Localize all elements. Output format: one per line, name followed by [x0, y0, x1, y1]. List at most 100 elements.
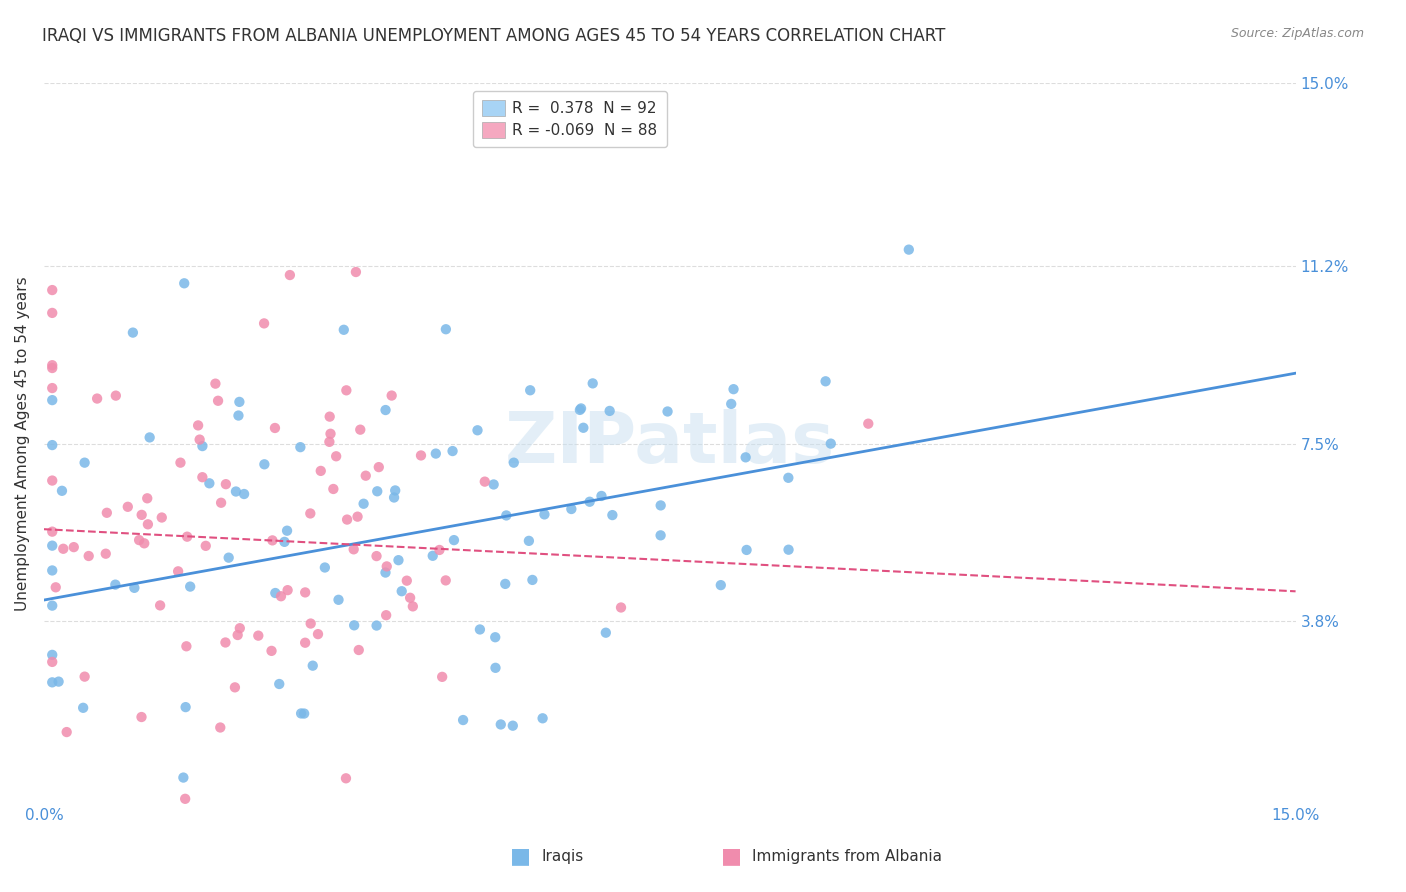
Point: [264, 421, 287, 435]
Point: [349, 423, 371, 437]
Point: [41, 283, 63, 297]
Point: [41, 474, 63, 488]
Point: [422, 549, 444, 563]
Point: [55, 725, 77, 739]
Point: [215, 477, 238, 491]
Point: [591, 489, 613, 503]
Point: [122, 326, 145, 340]
Point: [48, 674, 70, 689]
Point: [599, 404, 621, 418]
Point: [366, 549, 388, 563]
Point: [96, 506, 118, 520]
Point: [167, 565, 190, 579]
Point: [328, 592, 350, 607]
Point: [207, 393, 229, 408]
Point: [224, 681, 246, 695]
Point: [41, 306, 63, 320]
Point: [41, 675, 63, 690]
Point: [277, 583, 299, 598]
Point: [290, 440, 312, 454]
Point: [104, 577, 127, 591]
Point: [335, 384, 357, 398]
Point: [294, 636, 316, 650]
Point: [495, 508, 517, 523]
Point: [191, 439, 214, 453]
Text: Source: ZipAtlas.com: Source: ZipAtlas.com: [1230, 27, 1364, 40]
Point: [253, 317, 276, 331]
Point: [322, 482, 344, 496]
Point: [650, 499, 672, 513]
Point: [735, 543, 758, 558]
Legend: R =  0.378  N = 92, R = -0.069  N = 88: R = 0.378 N = 92, R = -0.069 N = 88: [472, 91, 666, 147]
Point: [299, 616, 322, 631]
Point: [482, 477, 505, 491]
Point: [602, 508, 624, 522]
Point: [117, 500, 139, 514]
Point: [409, 449, 432, 463]
Point: [375, 559, 398, 574]
Text: ■: ■: [721, 847, 741, 866]
Point: [176, 640, 198, 654]
Point: [247, 629, 270, 643]
Point: [228, 395, 250, 409]
Point: [225, 484, 247, 499]
Point: [387, 553, 409, 567]
Point: [595, 625, 617, 640]
Point: [814, 374, 837, 388]
Point: [309, 464, 332, 478]
Point: [325, 450, 347, 464]
Point: [174, 792, 197, 806]
Point: [253, 458, 276, 472]
Point: [51, 483, 73, 498]
Point: [270, 589, 292, 603]
Point: [346, 509, 368, 524]
Point: [191, 470, 214, 484]
Point: [650, 528, 672, 542]
Point: [568, 403, 591, 417]
Point: [354, 468, 377, 483]
Point: [174, 700, 197, 714]
Point: [560, 502, 582, 516]
Point: [425, 446, 447, 460]
Point: [381, 388, 404, 402]
Point: [489, 717, 512, 731]
Point: [347, 643, 370, 657]
Point: [273, 534, 295, 549]
Point: [502, 719, 524, 733]
Point: [474, 475, 496, 489]
Point: [484, 630, 506, 644]
Y-axis label: Unemployment Among Ages 45 to 54 years: Unemployment Among Ages 45 to 54 years: [15, 277, 30, 611]
Text: IRAQI VS IMMIGRANTS FROM ALBANIA UNEMPLOYMENT AMONG AGES 45 TO 54 YEARS CORRELAT: IRAQI VS IMMIGRANTS FROM ALBANIA UNEMPLO…: [42, 27, 946, 45]
Point: [73, 456, 96, 470]
Point: [276, 524, 298, 538]
Point: [214, 635, 236, 649]
Point: [218, 550, 240, 565]
Point: [233, 487, 256, 501]
Point: [734, 450, 756, 465]
Point: [41, 381, 63, 395]
Point: [402, 599, 425, 614]
Point: [569, 401, 592, 416]
Point: [226, 628, 249, 642]
Point: [319, 426, 342, 441]
Point: [657, 404, 679, 418]
Point: [45, 580, 67, 594]
Point: [723, 382, 745, 396]
Point: [710, 578, 733, 592]
Point: [41, 648, 63, 662]
Point: [430, 670, 453, 684]
Point: [229, 621, 252, 635]
Point: [262, 533, 284, 548]
Point: [209, 496, 232, 510]
Point: [41, 393, 63, 408]
Text: ■: ■: [510, 847, 530, 866]
Point: [128, 533, 150, 547]
Point: [441, 444, 464, 458]
Point: [292, 706, 315, 721]
Point: [484, 661, 506, 675]
Point: [395, 574, 418, 588]
Point: [391, 584, 413, 599]
Point: [858, 417, 880, 431]
Point: [41, 655, 63, 669]
Point: [172, 771, 194, 785]
